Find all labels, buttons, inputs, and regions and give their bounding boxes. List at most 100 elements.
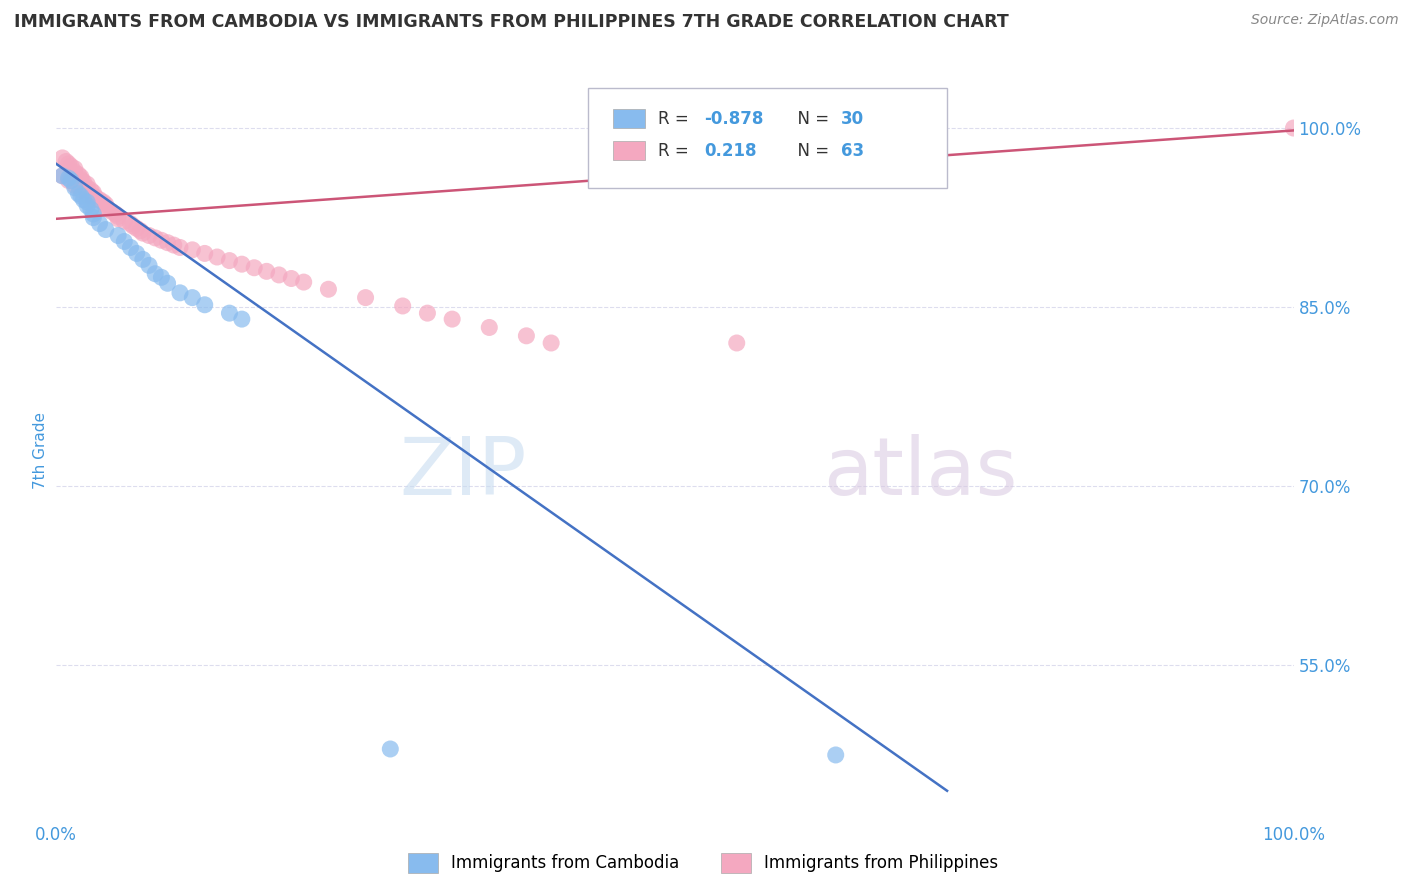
Point [256, 264, 278, 278]
Point [51, 151, 73, 165]
Point [267, 268, 290, 282]
Point [89, 193, 111, 207]
Point [243, 260, 266, 275]
Point [218, 253, 240, 268]
Point [76, 180, 98, 194]
Point [63, 180, 86, 194]
Point [107, 228, 129, 243]
Text: R =: R = [658, 110, 693, 128]
Point [380, 742, 402, 756]
Point [132, 226, 155, 240]
Point [70, 189, 93, 203]
Y-axis label: 7th Grade: 7th Grade [32, 412, 48, 489]
Text: ZIP: ZIP [399, 434, 526, 512]
Text: R =: R = [658, 142, 699, 160]
Point [138, 228, 160, 243]
Point [84, 190, 107, 204]
Point [80, 183, 103, 197]
Point [70, 172, 93, 186]
Point [120, 217, 142, 231]
Point [1282, 121, 1305, 136]
Point [76, 177, 98, 191]
Point [391, 299, 413, 313]
Point [231, 257, 253, 271]
Point [824, 747, 846, 762]
Text: Source: ZipAtlas.com: Source: ZipAtlas.com [1251, 13, 1399, 28]
Point [156, 277, 179, 291]
FancyBboxPatch shape [613, 141, 645, 161]
Point [51, 169, 73, 183]
Point [60, 159, 83, 173]
Text: 30: 30 [841, 110, 863, 128]
Point [55, 154, 77, 169]
Point [132, 252, 155, 267]
Point [156, 235, 179, 250]
Text: N =: N = [787, 142, 835, 160]
Point [169, 240, 191, 254]
Point [63, 161, 86, 176]
Point [112, 214, 135, 228]
Point [82, 207, 104, 221]
Point [280, 271, 302, 285]
Text: 0.218: 0.218 [704, 142, 756, 160]
Point [150, 233, 173, 247]
Point [163, 238, 186, 252]
Point [58, 171, 80, 186]
Text: IMMIGRANTS FROM CAMBODIA VS IMMIGRANTS FROM PHILIPPINES 7TH GRADE CORRELATION CH: IMMIGRANTS FROM CAMBODIA VS IMMIGRANTS F… [14, 13, 1010, 31]
Point [120, 240, 142, 254]
Point [125, 221, 148, 235]
Point [82, 193, 104, 207]
FancyBboxPatch shape [613, 109, 645, 128]
Point [205, 250, 228, 264]
Point [107, 211, 129, 226]
Point [76, 195, 98, 210]
Text: -0.878: -0.878 [704, 110, 763, 128]
Point [143, 267, 166, 281]
Point [60, 173, 83, 187]
Point [82, 189, 104, 203]
Point [540, 336, 562, 351]
Point [292, 275, 315, 289]
Point [143, 231, 166, 245]
Point [67, 168, 90, 182]
Point [70, 169, 93, 184]
Point [72, 193, 94, 207]
Point [94, 197, 117, 211]
Point [515, 328, 537, 343]
Point [101, 204, 124, 219]
Point [91, 195, 114, 210]
Text: N =: N = [787, 110, 835, 128]
Point [318, 282, 340, 296]
Point [58, 173, 80, 187]
Point [138, 259, 160, 273]
Point [107, 210, 129, 224]
Point [231, 312, 253, 326]
FancyBboxPatch shape [588, 87, 948, 187]
Legend: Immigrants from Cambodia, Immigrants from Philippines: Immigrants from Cambodia, Immigrants fro… [401, 847, 1005, 880]
Point [125, 246, 148, 260]
Point [89, 217, 111, 231]
Point [70, 183, 93, 197]
Point [63, 178, 86, 193]
Point [478, 320, 501, 334]
Point [725, 336, 748, 351]
Point [76, 199, 98, 213]
Point [63, 165, 86, 179]
Point [51, 169, 73, 183]
Point [94, 222, 117, 236]
Point [218, 306, 240, 320]
Point [122, 219, 145, 233]
Point [97, 202, 120, 217]
Point [181, 291, 204, 305]
Point [67, 186, 90, 201]
Point [72, 175, 94, 189]
Point [82, 186, 104, 200]
Point [181, 243, 204, 257]
Point [58, 157, 80, 171]
Point [416, 306, 439, 320]
Point [129, 224, 152, 238]
Point [104, 207, 127, 221]
Point [80, 202, 103, 217]
Text: 63: 63 [841, 142, 863, 160]
Point [150, 270, 173, 285]
